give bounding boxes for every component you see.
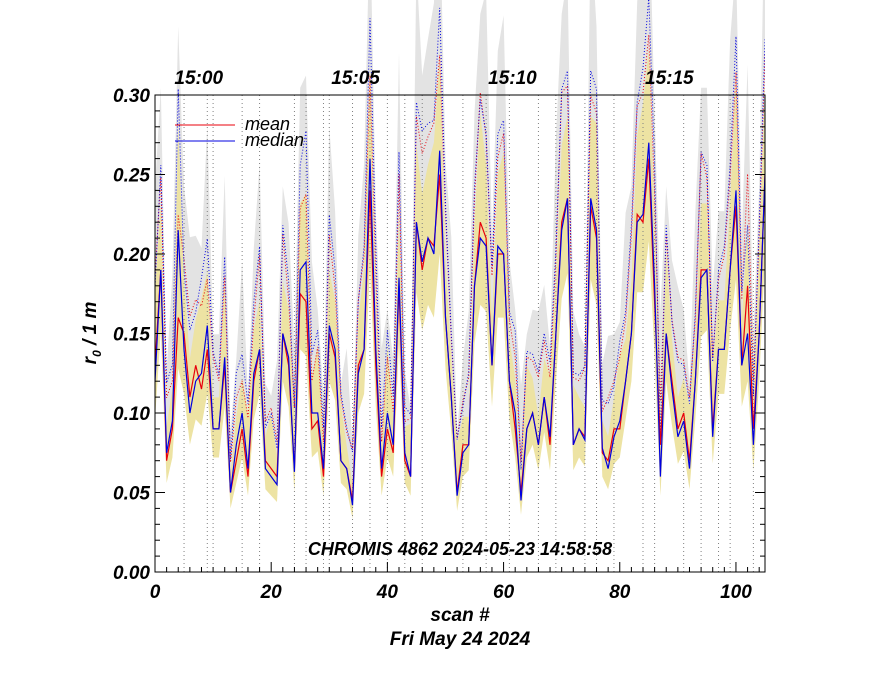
y-tick-label: 0.30	[113, 86, 150, 107]
x-axis: 0 20 40 60 80 100	[150, 562, 760, 603]
legend-label-median: median	[245, 130, 304, 150]
y-tick-label: 0.20	[113, 245, 150, 266]
series-line-median	[155, 142, 765, 506]
legend: mean median	[175, 114, 304, 150]
y-axis-title-sub: 0	[90, 350, 104, 357]
y-tick-label: 0.05	[113, 484, 150, 505]
x-tick-label: 80	[609, 582, 631, 603]
series-lines	[155, 142, 765, 506]
y-axis: 0.00 0.05 0.10 0.15 0.20 0.25 0.30	[113, 86, 765, 584]
y-tick-label: 0.00	[113, 563, 150, 584]
legend-label-mean: mean	[245, 114, 290, 134]
top-time-label: 15:00	[174, 68, 223, 89]
x-tick-label: 20	[260, 582, 283, 603]
top-time-label: 15:15	[645, 68, 694, 89]
x-tick-label: 60	[493, 582, 515, 603]
top-time-axis: 15:00 15:05 15:10 15:15	[174, 68, 694, 89]
x-axis-date: Fri May 24 2024	[390, 629, 531, 650]
y-tick-label: 0.25	[113, 166, 150, 187]
mean-dotted-upper	[155, 34, 765, 463]
top-time-label: 15:05	[331, 68, 380, 89]
y-axis-title-suffix: / 1 m	[80, 302, 101, 351]
x-tick-label: 100	[720, 582, 752, 603]
y-tick-label: 0.15	[113, 325, 150, 346]
series-line-mean	[155, 158, 765, 501]
chart-annotation: CHROMIS 4862 2024-05-23 14:58:58	[308, 539, 612, 559]
x-tick-label: 40	[376, 582, 399, 603]
x-axis-title: scan #	[430, 605, 490, 626]
y-axis-title: r0 / 1 m	[80, 302, 104, 365]
top-time-label: 15:10	[488, 68, 537, 89]
x-tick-label: 0	[150, 582, 161, 603]
dotted-extreme-lines	[155, 0, 765, 470]
y-tick-label: 0.10	[113, 404, 150, 425]
y-axis-title-r: r	[80, 355, 101, 364]
